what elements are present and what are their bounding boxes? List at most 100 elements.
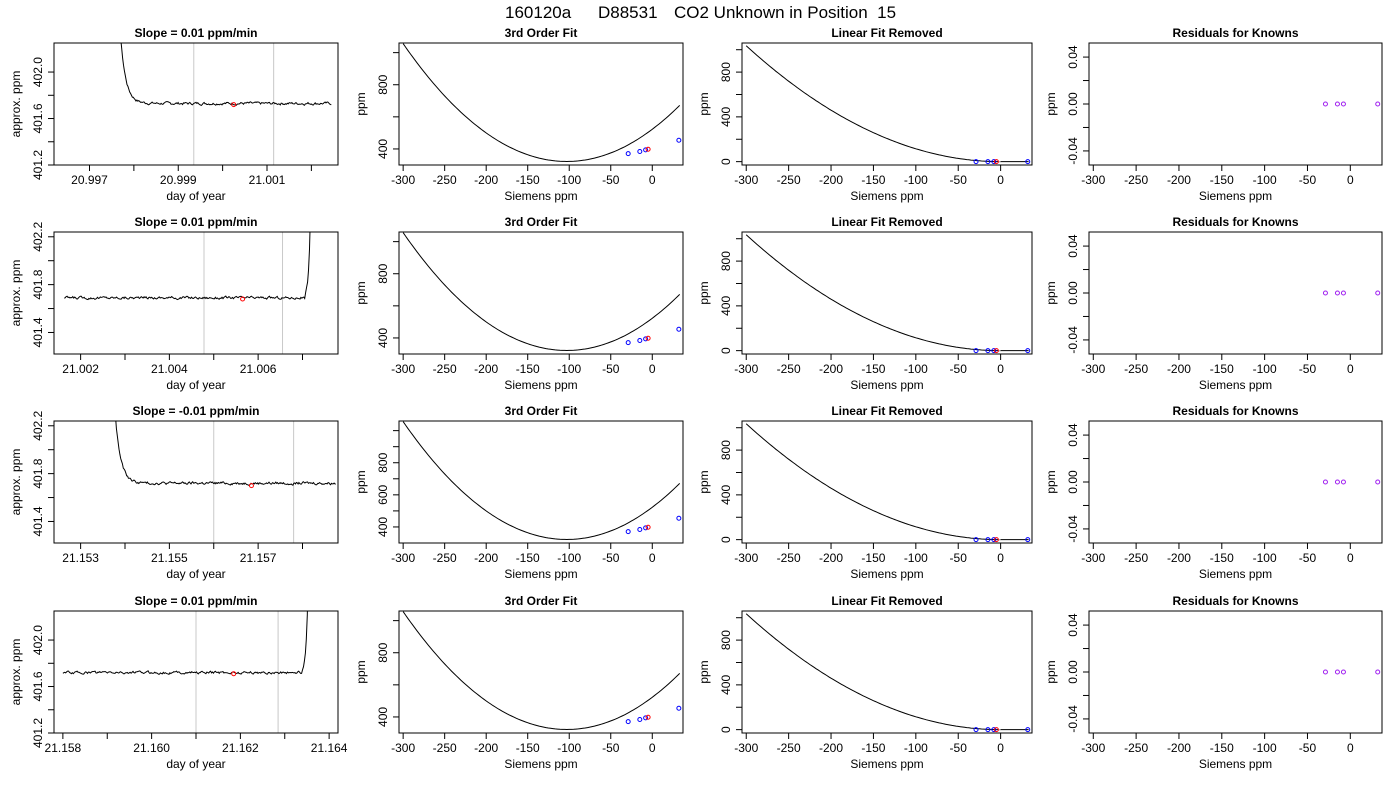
plot-area (115, 421, 336, 543)
panel-3rd-order-fit-row4: 3rd Order Fit Siemens ppm ppm -300 -250 -200 -… (354, 594, 684, 771)
plot-frame (1088, 231, 1383, 355)
x-tick-label: -200 (474, 551, 498, 565)
panel-title: Linear Fit Removed (831, 404, 942, 418)
x-tick-label: -50 (602, 362, 620, 376)
x-tick-label: 21.162 (222, 741, 259, 755)
y-tick-label: 800 (719, 251, 733, 271)
ppm-trace (120, 43, 332, 107)
x-tick-label: 20.999 (160, 173, 197, 187)
unknown-sample-point (993, 727, 999, 733)
known-standard-point (973, 159, 979, 165)
plot-area (745, 423, 1031, 543)
y-axis-label: approx. ppm (9, 71, 23, 138)
plot-frame (741, 610, 1033, 734)
known-standard-point (625, 529, 631, 535)
x-tick-label: -300 (391, 362, 415, 376)
x-tick-label: -100 (557, 741, 581, 755)
y-tick-label: 400 (719, 485, 733, 505)
y-tick-label: -0.04 (1066, 705, 1080, 733)
known-standard-point (985, 348, 991, 354)
plot-frame (741, 420, 1033, 544)
ppm-trace (62, 611, 308, 676)
y-tick-label: 600 (376, 485, 390, 505)
x-tick-label: -250 (777, 741, 801, 755)
y-tick-label: 0.00 (1066, 92, 1080, 116)
panel-grid: Slope = 0.01 ppm/min day of year approx. p… (9, 26, 1383, 771)
known-standard-point (625, 151, 631, 157)
x-tick-label: -250 (777, 173, 801, 187)
x-tick-label: -100 (1253, 362, 1277, 376)
plot-frame (741, 42, 1033, 166)
x-tick-label: 0 (997, 173, 1004, 187)
y-tick-label: 0.04 (1066, 423, 1080, 447)
plot-frame (741, 231, 1033, 355)
x-tick-label: -300 (734, 741, 758, 755)
known-standard-point (1025, 727, 1031, 733)
x-tick-label: 21.160 (133, 741, 170, 755)
y-tick-label: 800 (376, 74, 390, 94)
plot-area (1322, 290, 1381, 296)
plot-frame (398, 420, 684, 544)
y-tick-label: 402.2 (31, 221, 45, 251)
y-tick-label: 800 (719, 630, 733, 650)
y-axis-label: ppm (697, 92, 711, 115)
y-axis-label: ppm (1044, 660, 1058, 683)
known-standard-point (973, 348, 979, 354)
panel-title: Linear Fit Removed (831, 594, 942, 608)
y-axis-label: ppm (697, 660, 711, 683)
x-tick-label: -150 (516, 551, 540, 565)
residual-point (1322, 479, 1328, 485)
residual-point (1340, 479, 1346, 485)
x-tick-label: -100 (1253, 173, 1277, 187)
plot-frame (53, 610, 339, 734)
x-axis-label: Siemens ppm (504, 189, 577, 203)
y-tick-label: 401.2 (31, 150, 45, 180)
y-tick-label: 400 (376, 707, 390, 727)
x-tick-label: -200 (819, 362, 843, 376)
y-tick-label: 401.4 (31, 317, 45, 347)
x-axis-label: Siemens ppm (850, 567, 923, 581)
fit-curve (745, 234, 1029, 352)
y-tick-label: 0.00 (1066, 660, 1080, 684)
x-tick-label: -100 (1253, 741, 1277, 755)
x-axis-label: Siemens ppm (850, 757, 923, 771)
x-tick-label: -200 (1167, 173, 1191, 187)
x-tick-label: -250 (1124, 173, 1148, 187)
y-tick-label: 401.8 (31, 458, 45, 488)
y-tick-label: -0.04 (1066, 515, 1080, 543)
x-tick-label: 21.004 (151, 362, 188, 376)
residual-point (1340, 290, 1346, 296)
y-tick-label: 401.6 (31, 103, 45, 133)
x-axis-label: Siemens ppm (1199, 189, 1272, 203)
x-tick-label: 0 (1347, 362, 1354, 376)
panel-title: Slope = 0.01 ppm/min (134, 215, 257, 229)
tank-id: D88531 (598, 3, 658, 22)
x-tick-label: 0 (1347, 741, 1354, 755)
x-tick-label: -300 (1081, 551, 1105, 565)
panel-title: 3rd Order Fit (505, 26, 578, 40)
panel-title: Residuals for Knowns (1172, 26, 1298, 40)
ppm-trace (64, 232, 311, 301)
y-tick-label: 0.04 (1066, 234, 1080, 258)
y-tick-label: 400 (376, 328, 390, 348)
plot-area (402, 611, 682, 731)
y-axis-label: ppm (354, 470, 368, 493)
known-standard-point (676, 137, 682, 143)
plot-area (402, 421, 682, 541)
y-tick-label: 401.2 (31, 718, 45, 748)
y-tick-label: 402.0 (31, 57, 45, 87)
panel-time-series-row3: Slope = -0.01 ppm/min day of year approx. … (9, 404, 339, 581)
x-tick-label: -100 (557, 173, 581, 187)
x-tick-label: -100 (904, 741, 928, 755)
x-tick-label: 21.155 (151, 551, 188, 565)
panel-residuals-row1: Residuals for Knowns Siemens ppm ppm -300 -2… (1044, 26, 1383, 203)
x-tick-label: 21.164 (311, 741, 348, 755)
x-tick-label: 21.158 (45, 741, 82, 755)
x-axis-label: day of year (166, 567, 225, 581)
fit-curve (745, 613, 1029, 731)
x-tick-label: 21.157 (240, 551, 277, 565)
unknown-sample-point (645, 335, 651, 341)
residual-point (1334, 479, 1340, 485)
x-tick-label: 0 (997, 551, 1004, 565)
average-marker (231, 671, 237, 677)
